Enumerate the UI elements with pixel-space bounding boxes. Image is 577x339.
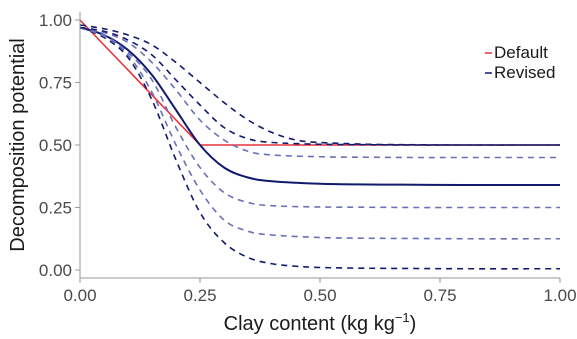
x-tick-label: 0.75 [423, 286, 456, 305]
y-tick-label: 0.00 [39, 261, 72, 280]
y-tick-label: 1.00 [39, 11, 72, 30]
x-ticks: 0.00 0.25 0.50 0.75 1.00 [63, 278, 577, 305]
x-axis-title: Clay content (kg kg−1) [224, 310, 417, 334]
x-tick-label: 0.25 [183, 286, 216, 305]
x-tick-label: 0.50 [303, 286, 336, 305]
legend-label-default: Default [494, 43, 548, 62]
series-group [79, 19, 561, 270]
default-series-line [79, 19, 560, 146]
x-tick-label: 1.00 [543, 286, 576, 305]
revised-series-line-7 [79, 24, 561, 146]
revised-series-line-6 [79, 26, 560, 146]
y-tick-label: 0.75 [39, 74, 72, 93]
y-tick-label: 0.25 [39, 199, 72, 218]
y-axis-title: Decomposition potential [7, 38, 29, 251]
revised-series-line-3 [79, 26, 561, 240]
y-tick-label: 0.50 [39, 136, 72, 155]
y-ticks: 0.00 0.25 0.50 0.75 1.00 [39, 11, 80, 280]
legend-label-revised: Revised [494, 63, 555, 82]
revised-series-line-1 [79, 26, 561, 187]
revised-series-line-4 [79, 26, 560, 209]
x-tick-label: 0.00 [63, 286, 96, 305]
revised-series-line-2 [79, 26, 561, 270]
